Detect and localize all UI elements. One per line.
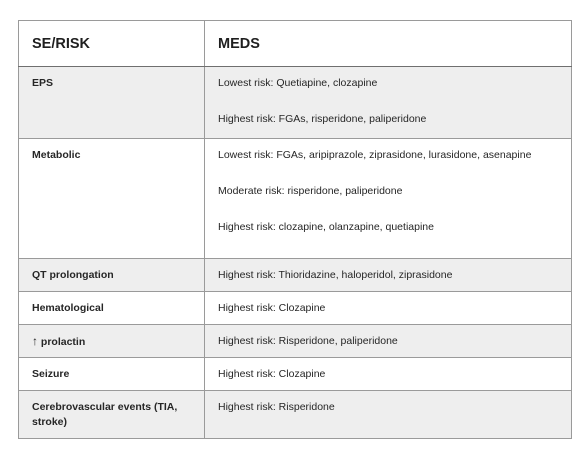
table-row-qt-prolongation: QT prolongation Highest risk: Thioridazi… (18, 258, 572, 292)
table-row-seizure: Seizure Highest risk: Clozapine (18, 357, 572, 391)
se-cell: QT prolongation (18, 258, 205, 292)
column-header-meds: MEDS (204, 20, 572, 67)
meds-line: Moderate risk: risperidone, paliperidone (218, 185, 403, 197)
meds-line: Lowest risk: FGAs, aripiprazole, ziprasi… (218, 149, 532, 161)
table-row-metabolic: Metabolic Lowest risk: FGAs, aripiprazol… (18, 138, 572, 259)
meds-cell: Highest risk: Clozapine (204, 291, 572, 325)
meds-line: Highest risk: FGAs, risperidone, paliper… (218, 113, 427, 125)
up-arrow-icon: ↑ (32, 334, 38, 348)
table-row-hematological: Hematological Highest risk: Clozapine (18, 291, 572, 325)
table-row-cerebrovascular: Cerebrovascular events (TIA, stroke) Hig… (18, 390, 572, 439)
column-header-se-risk: SE/RISK (18, 20, 205, 67)
se-cell: Cerebrovascular events (TIA, stroke) (18, 390, 205, 439)
meds-cell: Highest risk: Risperidone, paliperidone (204, 324, 572, 358)
meds-cell: Highest risk: Risperidone (204, 390, 572, 439)
meds-line: Highest risk: clozapine, olanzapine, que… (218, 221, 434, 233)
meds-cell: Highest risk: Clozapine (204, 357, 572, 391)
se-label: prolactin (40, 336, 86, 348)
se-cell: EPS (18, 66, 205, 139)
table-row-eps: EPS Lowest risk: Quetiapine, clozapine H… (18, 66, 572, 139)
header-row: SE/RISK MEDS (18, 20, 572, 67)
side-effect-risk-table: SE/RISK MEDS EPS Lowest risk: Quetiapine… (18, 20, 572, 439)
se-cell: Seizure (18, 357, 205, 391)
meds-line: Lowest risk: Quetiapine, clozapine (218, 77, 378, 89)
meds-cell: Lowest risk: Quetiapine, clozapine Highe… (204, 66, 572, 139)
se-cell: Hematological (18, 291, 205, 325)
meds-cell: Lowest risk: FGAs, aripiprazole, ziprasi… (204, 138, 572, 259)
table-row-prolactin: ↑ prolactin Highest risk: Risperidone, p… (18, 324, 572, 358)
se-cell: Metabolic (18, 138, 205, 259)
se-cell: ↑ prolactin (18, 324, 205, 358)
meds-cell: Highest risk: Thioridazine, haloperidol,… (204, 258, 572, 292)
